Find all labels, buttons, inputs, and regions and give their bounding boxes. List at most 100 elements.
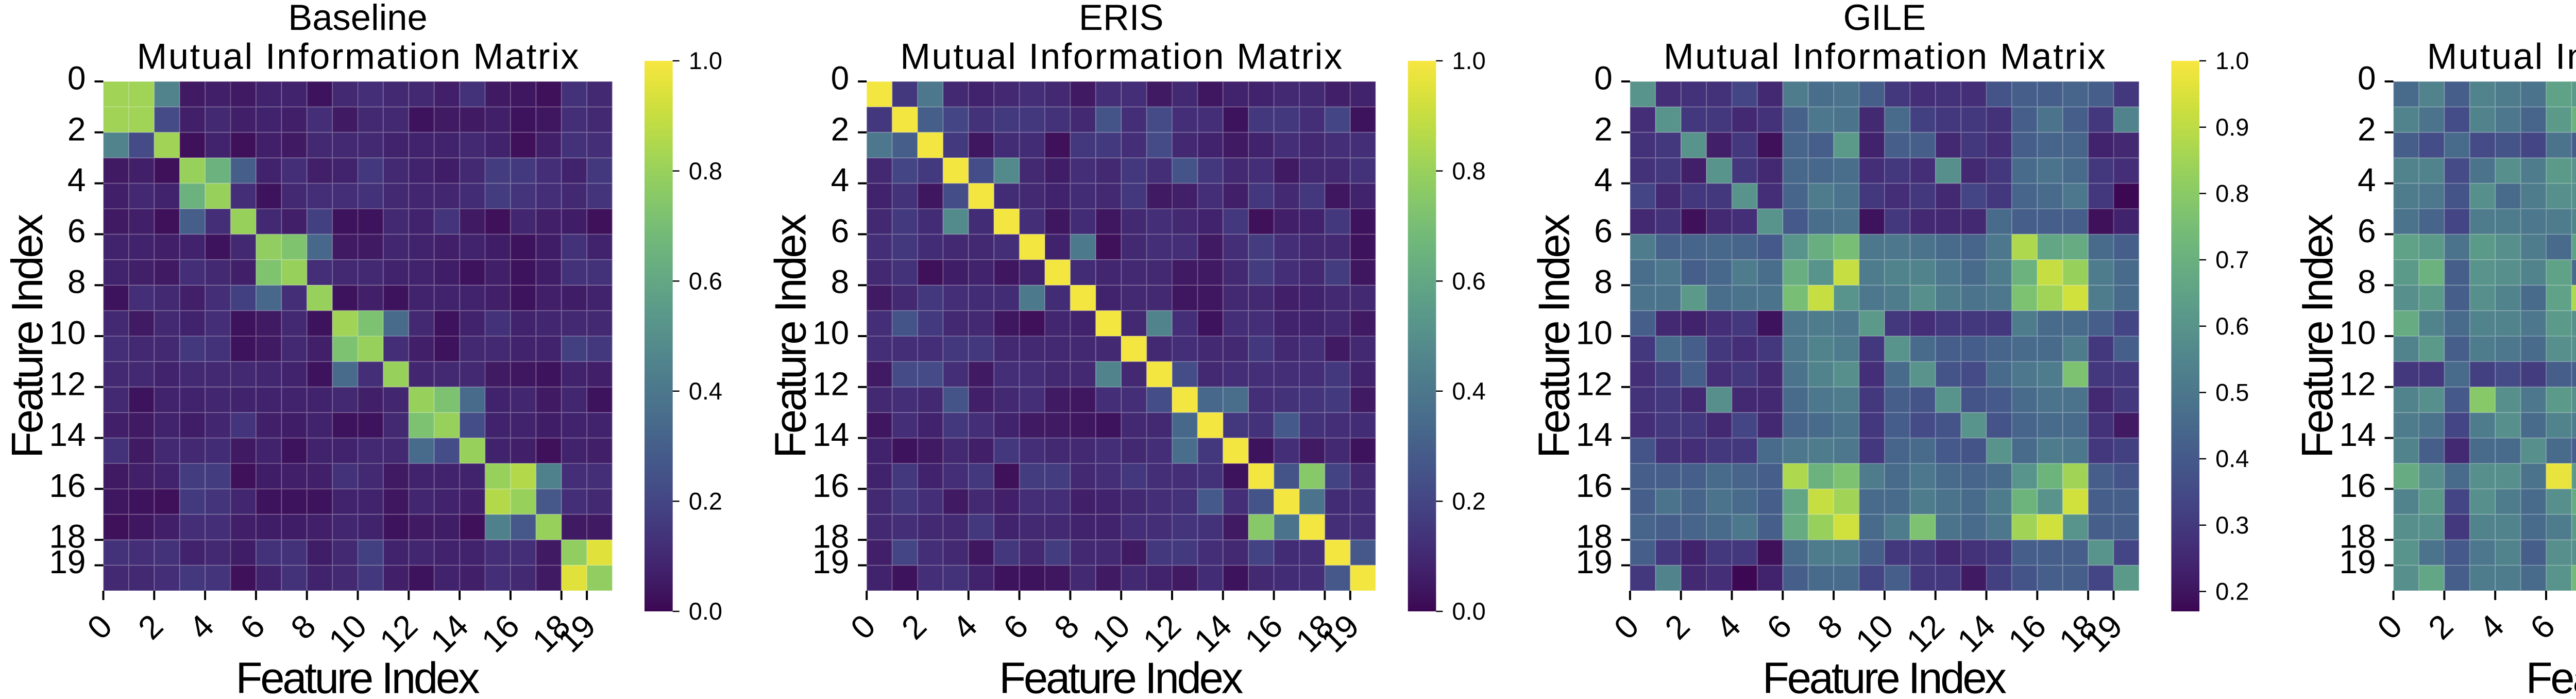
svg-text:10: 10 bbox=[49, 314, 86, 352]
svg-text:8: 8 bbox=[284, 607, 323, 646]
svg-text:18: 18 bbox=[812, 518, 849, 555]
svg-text:Mutual Information Matrix: Mutual Information Matrix bbox=[2427, 36, 2576, 77]
svg-text:6: 6 bbox=[67, 212, 86, 249]
svg-text:0.5: 0.5 bbox=[2215, 379, 2249, 406]
svg-text:14: 14 bbox=[49, 416, 86, 453]
svg-text:0: 0 bbox=[831, 60, 850, 97]
svg-text:0.7: 0.7 bbox=[2215, 246, 2249, 273]
svg-text:2: 2 bbox=[67, 110, 86, 147]
svg-text:14: 14 bbox=[1950, 607, 2002, 659]
svg-text:8: 8 bbox=[67, 263, 86, 301]
svg-text:12: 12 bbox=[2339, 365, 2376, 402]
svg-text:0.6: 0.6 bbox=[1452, 267, 1485, 294]
svg-text:14: 14 bbox=[423, 607, 476, 659]
svg-text:14: 14 bbox=[812, 416, 849, 453]
svg-text:10: 10 bbox=[2339, 314, 2376, 352]
svg-text:Feature Index: Feature Index bbox=[1762, 654, 2007, 696]
svg-text:4: 4 bbox=[1594, 161, 1613, 198]
svg-text:2: 2 bbox=[131, 607, 170, 646]
svg-text:4: 4 bbox=[831, 161, 850, 198]
svg-text:0.2: 0.2 bbox=[1452, 488, 1485, 515]
svg-text:2: 2 bbox=[894, 607, 934, 646]
svg-text:0.8: 0.8 bbox=[689, 157, 722, 185]
svg-text:GILE: GILE bbox=[1843, 0, 1926, 38]
svg-text:0.3: 0.3 bbox=[2215, 511, 2249, 539]
svg-text:8: 8 bbox=[831, 263, 850, 301]
svg-text:2: 2 bbox=[2358, 110, 2376, 147]
svg-text:0: 0 bbox=[843, 607, 883, 646]
svg-text:0: 0 bbox=[1607, 607, 1646, 646]
svg-text:4: 4 bbox=[67, 161, 86, 198]
svg-text:4: 4 bbox=[182, 607, 221, 646]
svg-text:4: 4 bbox=[2358, 161, 2376, 198]
svg-text:0.6: 0.6 bbox=[689, 267, 722, 294]
svg-text:ERIS: ERIS bbox=[1079, 0, 1164, 38]
svg-text:19: 19 bbox=[49, 543, 86, 580]
svg-text:0.4: 0.4 bbox=[2215, 445, 2249, 472]
svg-text:0.2: 0.2 bbox=[689, 488, 722, 515]
svg-text:10: 10 bbox=[1849, 607, 1901, 659]
svg-text:12: 12 bbox=[812, 365, 849, 402]
svg-text:19: 19 bbox=[1576, 543, 1613, 580]
svg-text:4: 4 bbox=[1708, 607, 1748, 646]
svg-text:Feature Index: Feature Index bbox=[2526, 654, 2576, 696]
svg-text:Feature Index: Feature Index bbox=[2293, 214, 2342, 458]
svg-text:0.2: 0.2 bbox=[2215, 578, 2249, 605]
svg-text:6: 6 bbox=[831, 212, 850, 249]
svg-text:2: 2 bbox=[1658, 607, 1697, 646]
svg-text:10: 10 bbox=[1085, 607, 1137, 659]
svg-text:8: 8 bbox=[2358, 263, 2376, 301]
svg-text:6: 6 bbox=[2523, 607, 2562, 646]
svg-text:8: 8 bbox=[2574, 607, 2576, 646]
svg-text:Feature Index: Feature Index bbox=[767, 214, 816, 458]
svg-text:0.4: 0.4 bbox=[1452, 377, 1485, 405]
svg-text:Mutual Information Matrix: Mutual Information Matrix bbox=[137, 36, 579, 77]
svg-text:Mutual Information Matrix: Mutual Information Matrix bbox=[1664, 36, 2106, 77]
svg-text:12: 12 bbox=[1136, 607, 1188, 659]
svg-text:Feature Index: Feature Index bbox=[3, 214, 52, 458]
svg-text:Feature Index: Feature Index bbox=[1530, 214, 1579, 458]
svg-text:16: 16 bbox=[1238, 607, 1290, 659]
svg-text:0.6: 0.6 bbox=[2215, 312, 2249, 340]
svg-text:16: 16 bbox=[2339, 467, 2376, 504]
svg-text:14: 14 bbox=[1576, 416, 1613, 453]
svg-text:0.0: 0.0 bbox=[689, 597, 722, 625]
svg-text:1.0: 1.0 bbox=[2215, 47, 2249, 74]
svg-text:2: 2 bbox=[1594, 110, 1613, 147]
svg-text:0: 0 bbox=[1594, 60, 1613, 97]
svg-text:14: 14 bbox=[1187, 607, 1239, 659]
svg-text:6: 6 bbox=[233, 607, 272, 646]
svg-text:0.9: 0.9 bbox=[2215, 113, 2249, 141]
svg-text:6: 6 bbox=[1594, 212, 1613, 249]
svg-text:10: 10 bbox=[321, 607, 374, 659]
svg-text:12: 12 bbox=[372, 607, 425, 659]
svg-text:Feature Index: Feature Index bbox=[236, 654, 480, 696]
svg-text:10: 10 bbox=[1576, 314, 1613, 352]
svg-text:18: 18 bbox=[2339, 518, 2376, 555]
svg-text:12: 12 bbox=[49, 365, 86, 402]
svg-text:19: 19 bbox=[812, 543, 849, 580]
svg-text:10: 10 bbox=[812, 314, 849, 352]
svg-text:18: 18 bbox=[49, 518, 86, 555]
svg-text:16: 16 bbox=[474, 607, 527, 659]
svg-text:6: 6 bbox=[996, 607, 1035, 646]
svg-text:8: 8 bbox=[1594, 263, 1613, 301]
svg-text:1.0: 1.0 bbox=[1452, 47, 1485, 74]
svg-text:2: 2 bbox=[831, 110, 850, 147]
svg-text:0.0: 0.0 bbox=[1452, 597, 1485, 625]
svg-text:0: 0 bbox=[2358, 60, 2376, 97]
svg-text:16: 16 bbox=[812, 467, 849, 504]
svg-text:0.8: 0.8 bbox=[2215, 180, 2249, 207]
svg-text:0.8: 0.8 bbox=[1452, 157, 1485, 185]
svg-text:0: 0 bbox=[80, 607, 119, 646]
svg-text:0.4: 0.4 bbox=[689, 377, 722, 405]
svg-text:8: 8 bbox=[1810, 607, 1850, 646]
svg-text:16: 16 bbox=[1576, 467, 1613, 504]
svg-text:0: 0 bbox=[2370, 607, 2409, 646]
svg-text:4: 4 bbox=[2472, 607, 2511, 646]
svg-text:6: 6 bbox=[1759, 607, 1799, 646]
svg-text:8: 8 bbox=[1047, 607, 1086, 646]
svg-text:6: 6 bbox=[2358, 212, 2376, 249]
svg-text:19: 19 bbox=[2339, 543, 2376, 580]
svg-text:Feature Index: Feature Index bbox=[999, 654, 1243, 696]
